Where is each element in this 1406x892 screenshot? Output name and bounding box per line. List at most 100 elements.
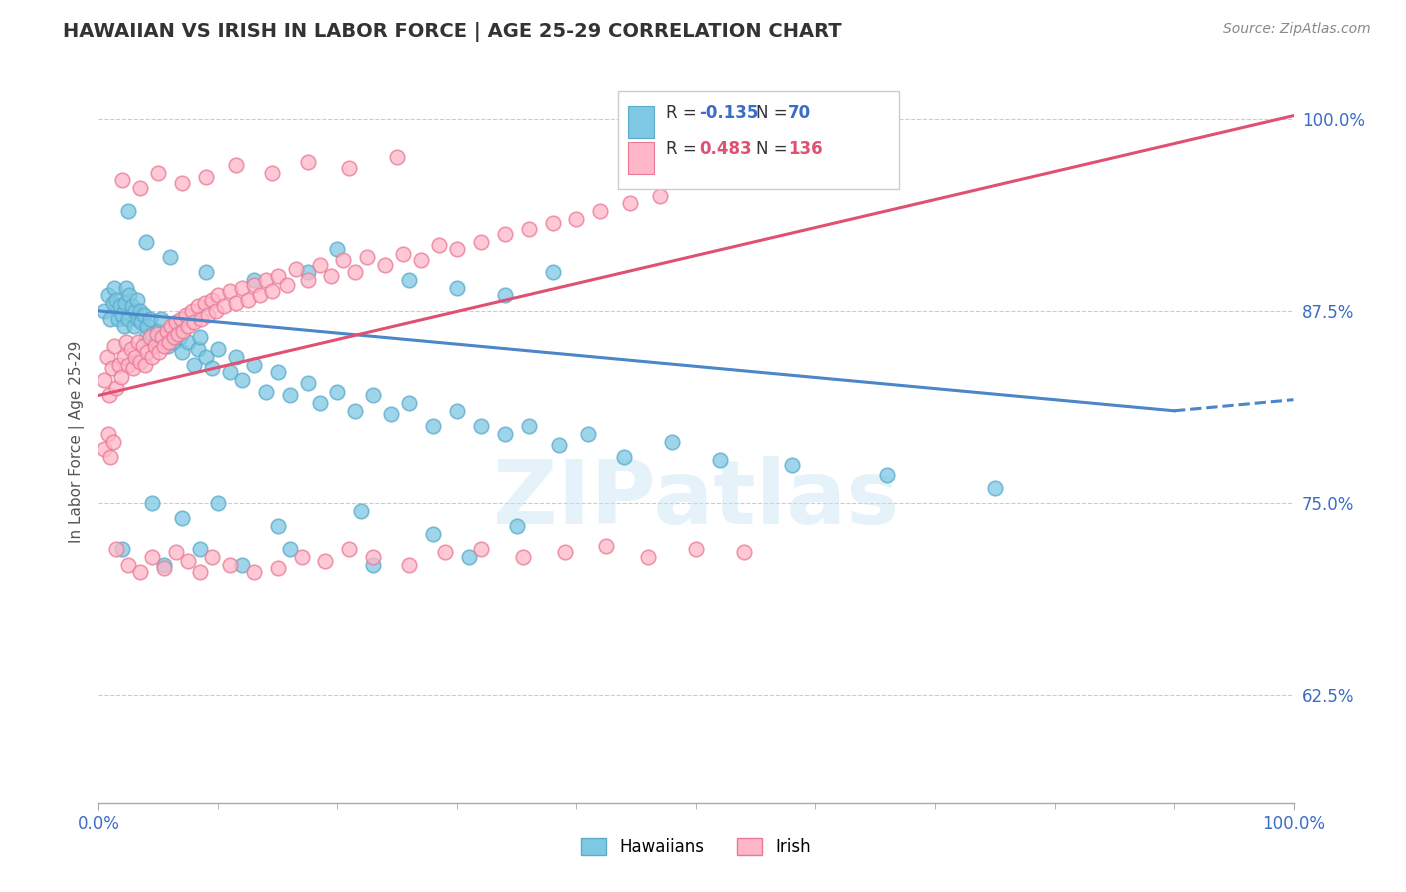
Point [98,311,122,326]
Point [124,304,146,318]
Point [105,381,128,395]
Point [637,549,659,564]
Point [101,434,124,449]
Point [207,343,229,357]
Point [236,293,259,307]
Point [297,273,319,287]
Point [160,319,183,334]
Point [127,334,149,349]
Y-axis label: In Labor Force | Age 25-29: In Labor Force | Age 25-29 [69,341,84,542]
Point [356,250,378,264]
Point [118,288,141,302]
Point [201,360,224,375]
Point [398,396,420,410]
Text: 70: 70 [787,103,811,122]
Point [98,388,121,402]
Point [541,265,564,279]
Point [260,165,283,179]
Point [254,385,277,400]
Point [117,358,139,372]
Point [411,253,433,268]
Point [470,419,492,434]
Point [984,481,1007,495]
Point [180,304,202,318]
Point [733,545,755,559]
Point [422,526,444,541]
Point [101,296,124,310]
Point [326,385,349,400]
Point [446,404,468,418]
Point [124,319,146,334]
Point [141,549,163,564]
Point [114,296,136,310]
Point [291,549,314,564]
Point [207,288,229,302]
Point [177,319,200,334]
Point [153,339,176,353]
Point [201,549,224,564]
FancyBboxPatch shape [628,142,654,174]
Point [201,293,224,307]
Point [97,288,120,302]
Point [339,161,361,175]
Point [219,284,242,298]
Point [219,365,242,379]
Point [470,542,492,557]
Point [93,373,115,387]
Point [153,558,176,572]
Point [231,373,253,387]
Point [578,426,600,441]
Point [276,277,298,292]
Point [129,304,152,318]
Point [170,311,193,326]
Point [111,173,134,187]
Point [139,311,162,326]
Point [434,545,457,559]
Point [143,339,166,353]
Point [141,326,163,341]
Point [392,247,415,261]
Point [165,315,187,329]
Point [150,330,173,344]
Point [363,388,385,402]
Point [117,203,139,218]
Point [297,154,319,169]
Point [195,170,218,185]
Point [163,334,186,349]
Point [177,554,200,568]
Point [115,281,138,295]
Point [110,370,132,384]
Point [135,235,157,249]
Point [494,227,516,241]
Point [155,324,177,338]
Point [195,265,218,279]
Point [207,496,229,510]
Point [165,319,187,334]
Point [141,496,163,510]
Point [458,549,481,564]
Point [685,542,707,557]
Point [148,324,170,338]
Point [315,554,337,568]
Point [111,542,134,557]
Point [120,343,142,357]
Point [172,345,194,359]
Point [321,268,343,283]
Point [204,304,226,318]
Point [517,419,540,434]
Point [344,265,367,279]
Point [159,250,181,264]
Point [243,358,266,372]
Point [187,299,209,313]
Point [197,309,219,323]
Point [129,181,152,195]
Point [163,330,186,344]
Point [187,343,209,357]
Point [159,326,181,341]
Point [494,426,516,441]
Point [172,324,194,338]
Point [145,334,167,349]
Text: R =: R = [666,140,702,158]
Point [121,299,143,313]
Point [141,350,163,364]
